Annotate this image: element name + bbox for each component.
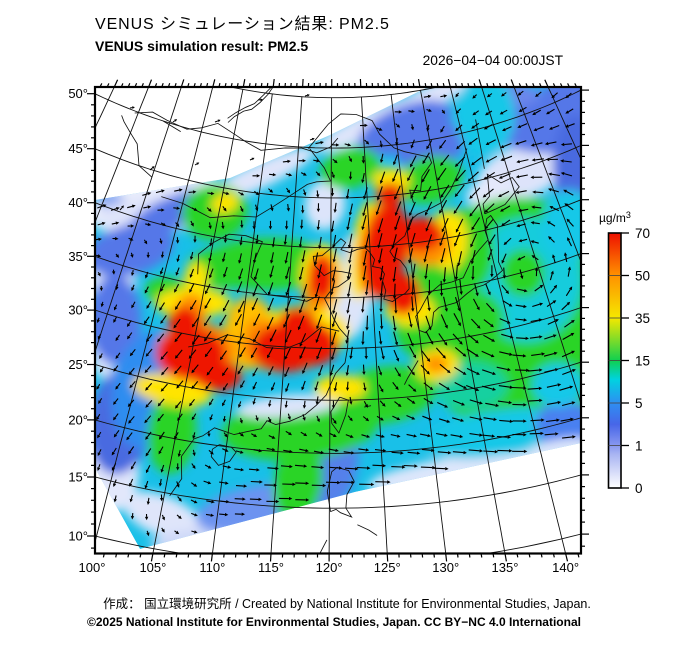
svg-text:35: 35 [635, 311, 650, 326]
svg-text:©2025 National Institute for E: ©2025 National Institute for Environment… [87, 615, 581, 629]
svg-text:25°: 25° [68, 357, 88, 372]
svg-text:50: 50 [635, 268, 650, 283]
svg-text:110°: 110° [199, 560, 225, 575]
svg-text:VENUS シミュレーション結果: PM2.5: VENUS シミュレーション結果: PM2.5 [95, 15, 390, 33]
svg-text:105°: 105° [139, 560, 166, 575]
svg-text:120°: 120° [316, 560, 343, 575]
svg-text:140°: 140° [552, 560, 579, 575]
svg-text:30°: 30° [68, 303, 88, 318]
svg-text:VENUS simulation result: PM2.5: VENUS simulation result: PM2.5 [95, 38, 308, 54]
svg-text:作成： 国立環境研究所 / Created by Natio: 作成： 国立環境研究所 / Created by National Instit… [103, 596, 591, 611]
svg-text:70: 70 [635, 226, 650, 241]
svg-text:130°: 130° [432, 560, 459, 575]
svg-text:100°: 100° [79, 560, 106, 575]
svg-text:40°: 40° [68, 195, 88, 210]
svg-text:50°: 50° [68, 86, 88, 101]
svg-text:5: 5 [635, 396, 643, 411]
svg-text:15°: 15° [68, 470, 88, 485]
svg-text:2026−04−04 00:00JST: 2026−04−04 00:00JST [423, 53, 564, 68]
svg-text:115°: 115° [258, 560, 284, 575]
svg-text:0: 0 [635, 481, 643, 496]
svg-text:135°: 135° [492, 560, 519, 575]
svg-text:125°: 125° [374, 560, 401, 575]
svg-text:45°: 45° [68, 141, 88, 156]
svg-text:20°: 20° [68, 412, 88, 427]
svg-text:35°: 35° [68, 249, 88, 264]
svg-text:10°: 10° [68, 529, 88, 544]
svg-text:1: 1 [635, 438, 643, 453]
svg-text:15: 15 [635, 353, 650, 368]
svg-text:µg/m3: µg/m3 [599, 210, 631, 225]
